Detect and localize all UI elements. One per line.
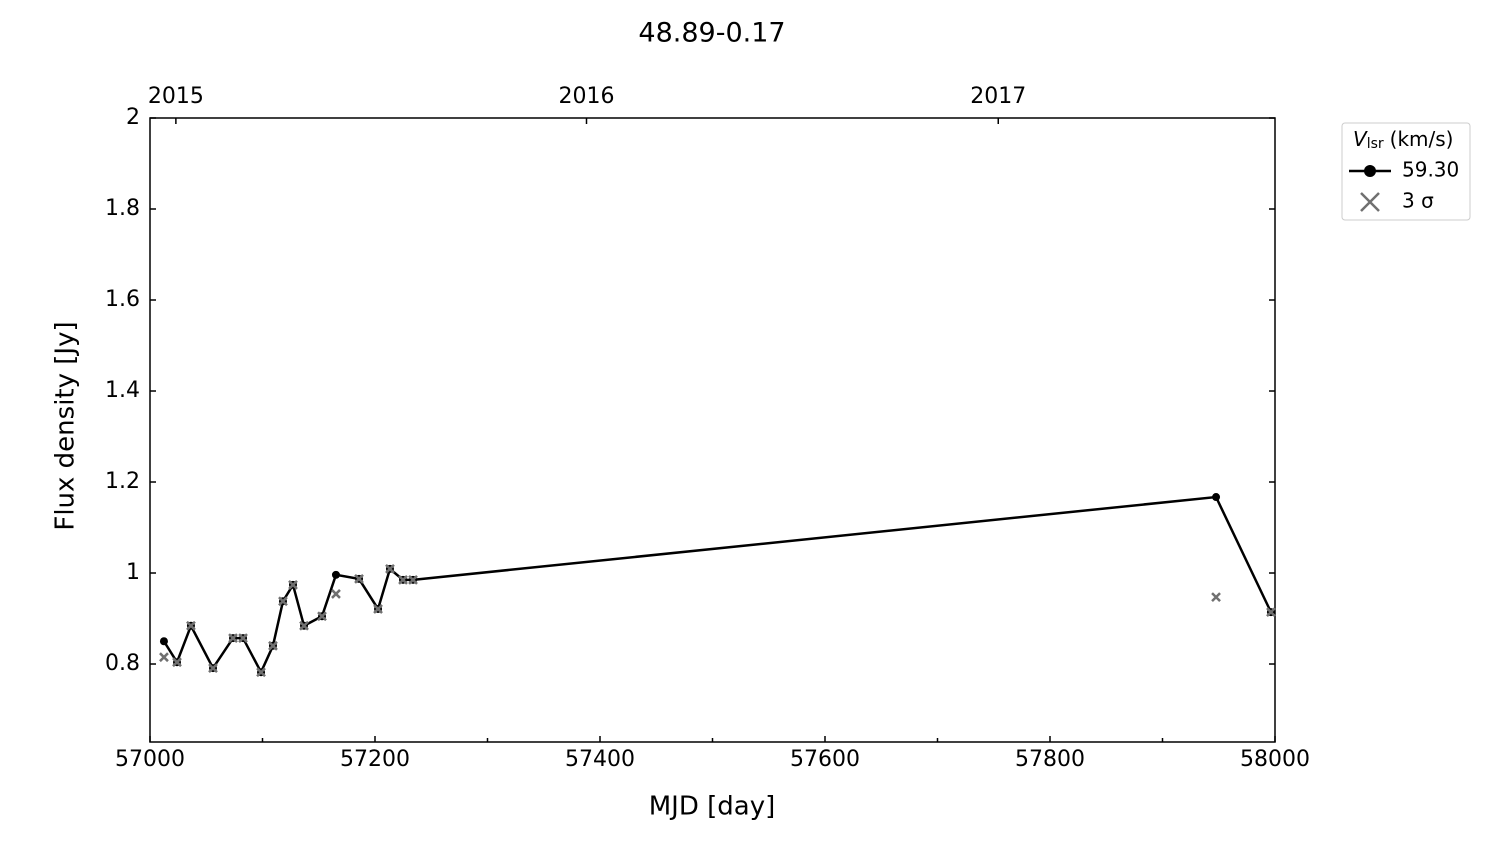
y-tick-label: 1.8 (105, 196, 140, 221)
legend-marker (1360, 192, 1380, 212)
cross-marker (398, 574, 408, 585)
y-tick-label: 2 (126, 105, 140, 130)
cross-marker (1211, 592, 1221, 603)
data-point (1212, 493, 1221, 502)
cross-marker (268, 640, 278, 651)
cross-marker (317, 611, 327, 622)
cross-marker (331, 589, 341, 599)
chart-title: 48.89-0.17 (638, 18, 785, 49)
x-tick-label: 57000 (115, 747, 185, 772)
legend-title: Vlsr (km/s) (1353, 127, 1453, 153)
top-tick-label: 2016 (559, 84, 615, 109)
cross-marker (278, 596, 288, 607)
top-tick-label: 2015 (148, 84, 204, 109)
cross-marker (288, 579, 298, 590)
cross-marker (299, 620, 309, 631)
data-point (159, 637, 168, 646)
y-tick-label: 1.4 (105, 378, 140, 403)
y-tick-label: 1.6 (105, 287, 140, 312)
cross-marker (354, 574, 364, 584)
series-line (162, 495, 1273, 676)
data-point (331, 570, 340, 579)
x-tick-label: 57400 (565, 747, 635, 772)
cross-marker (172, 657, 182, 668)
y-tick-label: 1.2 (105, 469, 140, 494)
plot-frame (149, 117, 1276, 743)
x-tick-label: 57200 (340, 747, 410, 772)
x-axis-label: MJD [day] (649, 792, 776, 822)
cross-marker (385, 564, 395, 574)
legend-label: 59.30 (1402, 158, 1459, 182)
cross-marker (208, 663, 218, 673)
cross-marker (228, 633, 238, 643)
x-tick-label: 58000 (1240, 747, 1310, 772)
x-tick-label: 57600 (790, 747, 860, 772)
top-tick-label: 2017 (970, 84, 1026, 109)
legend-box (1341, 122, 1471, 221)
cross-marker (373, 604, 383, 614)
legend-label: 3 σ (1402, 189, 1434, 213)
cross-marker (238, 633, 248, 643)
cross-marker (186, 620, 196, 631)
y-tick-label: 0.8 (105, 651, 140, 676)
legend-marker (1364, 165, 1376, 177)
y-tick-label: 1 (126, 560, 140, 585)
cross-marker (159, 652, 169, 663)
x-tick-label: 57800 (1015, 747, 1085, 772)
cross-marker (256, 667, 266, 678)
cross-marker (1266, 607, 1276, 618)
cross-marker (408, 574, 418, 585)
y-axis-label: Flux density [Jy] (51, 321, 81, 530)
